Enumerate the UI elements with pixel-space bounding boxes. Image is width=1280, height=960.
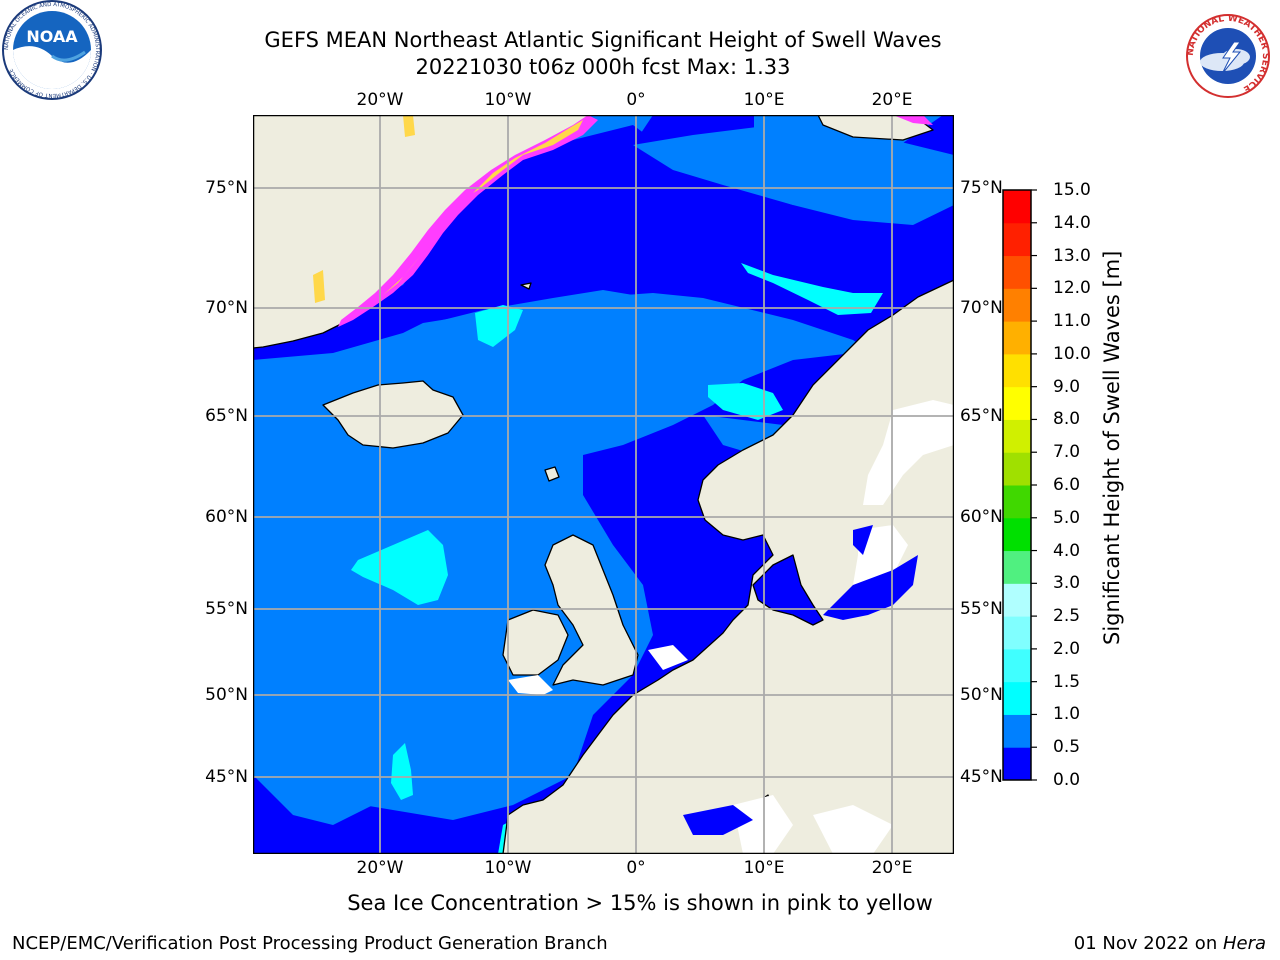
- land-great-britain: [544, 534, 639, 686]
- lon-label-bottom: 10°W: [484, 858, 532, 878]
- colorbar-segment: [1003, 714, 1031, 748]
- sea-swell-0.5-1.0-band: [253, 125, 954, 825]
- land-faroe: [544, 466, 560, 482]
- inland-seas: [683, 525, 918, 835]
- lon-label-top: 0°: [626, 90, 646, 110]
- land-svalbard: [817, 115, 934, 141]
- land-ireland: [502, 609, 569, 676]
- colorbar-tick-label: 2.5: [1053, 606, 1081, 627]
- lon-label-top: 10°E: [743, 90, 785, 110]
- colorbar-segment: [1003, 485, 1031, 519]
- lat-label-left: 70°N: [205, 298, 248, 318]
- colorbar-segment: [1003, 222, 1031, 257]
- sea-ice-edge: [313, 115, 933, 327]
- colorbar-tick-label: 3.0: [1053, 573, 1081, 594]
- chart-subtitle: 20221030 t06z 000h fcst Max: 1.33: [415, 55, 791, 79]
- lat-label-right: 50°N: [960, 685, 1003, 705]
- colorbar-segment: [1003, 648, 1031, 683]
- lon-label-bottom: 10°E: [743, 858, 785, 878]
- lat-label-right: 60°N: [960, 507, 1003, 527]
- noaa-logo-text: NOAA: [26, 27, 78, 46]
- colorbar-segment: [1003, 747, 1031, 781]
- colorbar-segment: [1003, 452, 1031, 486]
- colorbar-tick-label: 5.0: [1053, 507, 1081, 528]
- footer-date: 01 Nov 2022 on Hera: [1074, 933, 1266, 955]
- sea-ice-caption: Sea Ice Concentration > 15% is shown in …: [347, 891, 933, 915]
- lon-label-top: 10°W: [484, 90, 532, 110]
- landmasses: [253, 115, 954, 854]
- map-panel: [253, 115, 954, 854]
- colorbar-tick-label: 4.0: [1053, 540, 1081, 561]
- colorbar-segment: [1003, 517, 1031, 552]
- land-iceland: [322, 380, 464, 449]
- colorbar-tick-label: 10.0: [1053, 343, 1091, 364]
- colorbar-tick-label: 15.0: [1053, 180, 1091, 200]
- land-jan-mayen: [520, 282, 532, 290]
- footer-date-text: 01 Nov 2022 on: [1073, 933, 1223, 954]
- lat-label-right: 55°N: [960, 599, 1003, 619]
- colorbar-segment: [1003, 616, 1031, 650]
- colorbar-tick-label: 1.5: [1053, 671, 1081, 692]
- colorbar-segment: [1003, 321, 1031, 355]
- colorbar-segment: [1003, 681, 1031, 715]
- colorbar-segment: [1003, 550, 1031, 584]
- lon-label-top: 20°W: [356, 90, 404, 110]
- colorbar-label: Significant Height of Swell Waves [m]: [1100, 250, 1124, 645]
- colorbar-tick-label: 0.5: [1053, 737, 1081, 758]
- colorbar-segment: [1003, 190, 1031, 224]
- lon-label-bottom: 20°W: [356, 858, 404, 878]
- lon-label-bottom: 0°: [626, 858, 646, 878]
- colorbar-segment: [1003, 255, 1031, 289]
- noaa-logo: NOAA NATIONAL OCEANIC AND ATMOSPHERIC AD…: [2, 0, 102, 100]
- lat-label-left: 60°N: [205, 507, 248, 527]
- lat-label-left: 55°N: [205, 599, 248, 619]
- colorbar-segment: [1003, 353, 1031, 388]
- lat-label-left: 45°N: [205, 767, 248, 787]
- colorbar-tick-label: 2.0: [1053, 638, 1081, 659]
- lon-label-bottom: 20°E: [871, 858, 913, 878]
- footer-credit: NCEP/EMC/Verification Post Processing Pr…: [12, 933, 608, 954]
- lat-label-left: 75°N: [205, 178, 248, 198]
- colorbar-tick-label: 9.0: [1053, 376, 1081, 397]
- colorbar-tick-label: 8.0: [1053, 409, 1081, 430]
- colorbar-segment: [1003, 386, 1031, 420]
- land-mainland-europe: [502, 279, 954, 854]
- colorbar-tick-label: 11.0: [1053, 311, 1091, 332]
- lat-label-left: 65°N: [205, 406, 248, 426]
- graticule: [253, 115, 954, 854]
- lat-label-right: 45°N: [960, 767, 1003, 787]
- colorbar-tick-label: 1.0: [1053, 704, 1081, 725]
- colorbar-tick-label: 7.0: [1053, 442, 1081, 463]
- lat-label-right: 75°N: [960, 178, 1003, 198]
- colorbar-segment: [1003, 583, 1031, 617]
- sea-swell-1.0-1.5-patches: [351, 263, 883, 854]
- colorbar-segment: [1003, 419, 1031, 453]
- national-weather-service-logo: NATIONAL WEATHER SERVICE: [1186, 14, 1270, 98]
- colorbar-tick-label: 14.0: [1053, 212, 1091, 233]
- colorbar-tick-label: 0.0: [1053, 770, 1081, 790]
- colorbar-tick-label: 6.0: [1053, 475, 1081, 495]
- footer-host: Hera: [1222, 933, 1266, 954]
- colorbar-tick-label: 12.0: [1053, 278, 1091, 299]
- colorbar: [1002, 189, 1037, 781]
- chart-title: GEFS MEAN Northeast Atlantic Significant…: [264, 28, 942, 52]
- colorbar-tick-label: 13.0: [1053, 245, 1091, 266]
- lat-label-right: 65°N: [960, 406, 1003, 426]
- lat-label-right: 70°N: [960, 298, 1003, 318]
- map-frame: [253, 115, 954, 854]
- lat-label-left: 50°N: [205, 685, 248, 705]
- lon-label-top: 20°E: [871, 90, 913, 110]
- colorbar-segment: [1003, 288, 1031, 322]
